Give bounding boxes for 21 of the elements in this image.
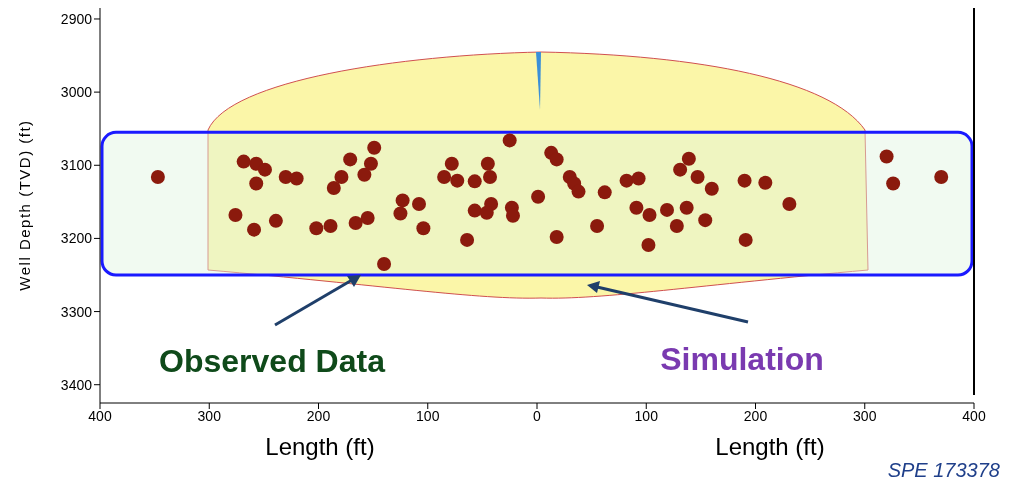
x-tick-label: 100 xyxy=(634,407,659,424)
x-tick-label: 200 xyxy=(743,407,768,424)
annotation: Simulation xyxy=(660,341,824,377)
y-tick-label: 3200 xyxy=(60,230,93,247)
y-tick-label: 3400 xyxy=(60,376,93,393)
x-tick-label: 200 xyxy=(306,407,331,424)
x-tick-label: 300 xyxy=(197,407,222,424)
x-tick-label: 400 xyxy=(962,407,986,424)
x-tick-label: 100 xyxy=(416,407,440,424)
y-tick-label: 3100 xyxy=(60,157,93,174)
y-axis-title: Well Depth (TVD) (ft) xyxy=(16,119,33,291)
x-axis-title: Length (ft) xyxy=(265,433,375,460)
y-tick-label: 3300 xyxy=(60,303,93,320)
text: SPE 173378 xyxy=(887,459,1000,481)
x-tick-label: 0 xyxy=(533,407,542,424)
x-tick-label: 400 xyxy=(88,407,112,424)
y-tick-label: 2900 xyxy=(60,10,93,27)
x-tick-label: 300 xyxy=(853,407,877,424)
y-tick-label: 3000 xyxy=(60,84,93,101)
annotation: Observed Data xyxy=(159,343,386,379)
text: Length (ft) xyxy=(715,433,825,460)
